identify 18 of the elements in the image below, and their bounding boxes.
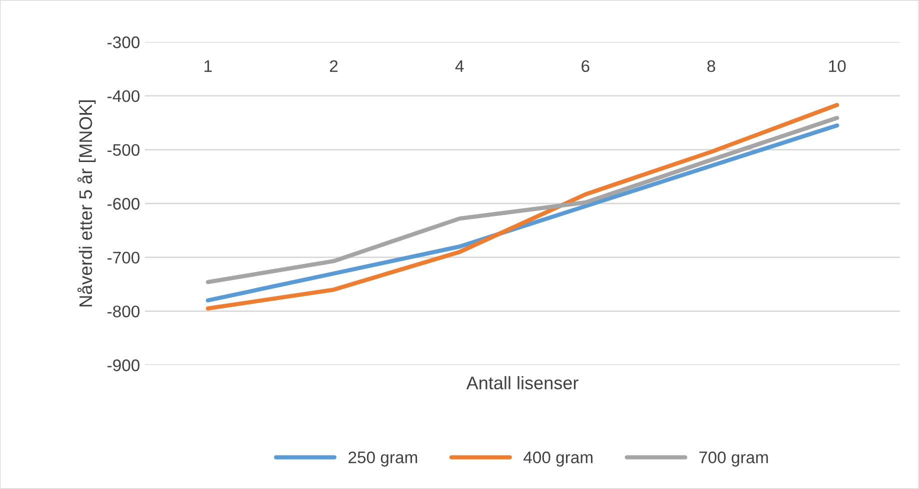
x-tick-label: 2 — [330, 60, 338, 72]
legend-label: 250 gram — [348, 452, 418, 467]
legend-label: 700 gram — [699, 452, 768, 467]
x-tick-label: 10 — [829, 60, 846, 72]
x-tick-label: 6 — [582, 60, 590, 72]
y-axis-title: Nåverdi etter 5 år [MNOK] — [77, 100, 96, 306]
y-tick-label: -600 — [108, 198, 140, 210]
x-tick-label: 1 — [204, 60, 212, 72]
x-tick-label: 8 — [707, 60, 716, 72]
y-tick-label: -700 — [108, 252, 140, 264]
legend-label: 400 gram — [524, 452, 592, 467]
y-tick-label: -500 — [108, 144, 140, 156]
y-tick-label: -400 — [108, 90, 140, 102]
x-axis-title: Antall lisenser — [466, 376, 578, 390]
y-tick-label: -300 — [108, 36, 140, 48]
x-tick-label: 4 — [455, 60, 464, 72]
y-tick-label: -900 — [108, 359, 140, 372]
y-tick-label: -800 — [108, 306, 140, 318]
